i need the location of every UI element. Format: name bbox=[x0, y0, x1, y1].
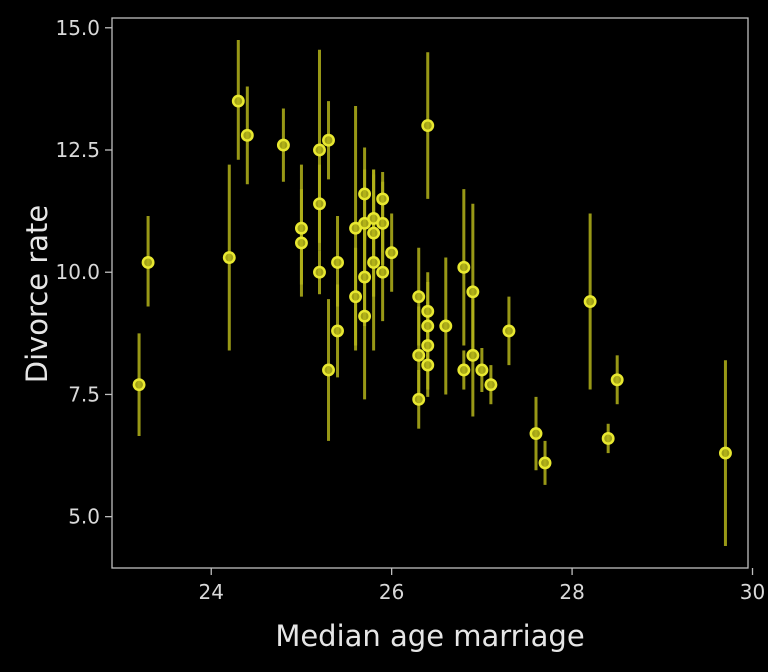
data-point bbox=[412, 348, 426, 362]
data-point bbox=[376, 192, 390, 206]
y-axis: 5.0 7.5 10.0 12.5 15.0 bbox=[55, 16, 112, 529]
data-point bbox=[583, 295, 597, 309]
error-bars bbox=[137, 40, 727, 546]
y-tick-label: 5.0 bbox=[68, 505, 100, 529]
data-point bbox=[141, 255, 155, 269]
data-point bbox=[457, 363, 471, 377]
data-point bbox=[240, 128, 254, 142]
data-point bbox=[466, 285, 480, 299]
data-point bbox=[294, 236, 308, 250]
x-axis-label: Median age marriage bbox=[275, 619, 584, 653]
data-point bbox=[412, 392, 426, 406]
x-tick-label: 28 bbox=[559, 580, 584, 604]
data-point bbox=[331, 255, 344, 269]
data-point bbox=[313, 143, 326, 157]
data-point bbox=[322, 363, 335, 377]
data-point bbox=[610, 373, 624, 387]
data-point bbox=[421, 319, 435, 333]
y-tick-label: 10.0 bbox=[55, 260, 100, 284]
data-point bbox=[231, 94, 245, 108]
data-point bbox=[421, 358, 435, 372]
data-point bbox=[358, 309, 372, 323]
data-point bbox=[376, 216, 390, 230]
data-point bbox=[421, 304, 435, 318]
data-point bbox=[457, 260, 471, 274]
x-tick-label: 26 bbox=[379, 580, 404, 604]
data-point bbox=[538, 456, 552, 470]
y-tick-label: 12.5 bbox=[55, 138, 100, 162]
data-point bbox=[439, 319, 453, 333]
data-point bbox=[358, 270, 372, 284]
data-point bbox=[484, 378, 498, 392]
data-point bbox=[601, 431, 615, 445]
plot-frame bbox=[111, 17, 749, 569]
data-point bbox=[421, 119, 435, 133]
data-point bbox=[376, 265, 390, 279]
data-point bbox=[313, 197, 326, 211]
data-point bbox=[294, 221, 308, 235]
y-axis-label: Divorce rate bbox=[20, 205, 54, 384]
data-point bbox=[412, 290, 426, 304]
y-tick-label: 15.0 bbox=[55, 16, 100, 40]
data-point bbox=[349, 290, 363, 304]
data-point bbox=[313, 265, 326, 279]
data-point bbox=[502, 324, 516, 338]
x-axis: 24 26 28 30 bbox=[199, 568, 765, 604]
data-point bbox=[466, 348, 480, 362]
data-point bbox=[529, 427, 543, 441]
data-point bbox=[322, 133, 335, 147]
x-tick-label: 24 bbox=[199, 580, 224, 604]
data-point bbox=[132, 378, 146, 392]
data-point bbox=[421, 339, 435, 353]
x-tick-label: 30 bbox=[740, 580, 765, 604]
data-point bbox=[331, 324, 344, 338]
data-point bbox=[367, 255, 381, 269]
y-tick-label: 7.5 bbox=[68, 382, 100, 406]
data-point bbox=[276, 138, 290, 152]
data-point bbox=[385, 246, 399, 260]
data-points bbox=[132, 94, 732, 470]
data-point bbox=[718, 446, 732, 460]
data-point bbox=[475, 363, 489, 377]
data-point bbox=[358, 187, 372, 201]
data-point bbox=[222, 251, 236, 265]
plot-area bbox=[111, 17, 749, 569]
data-point bbox=[367, 226, 381, 240]
